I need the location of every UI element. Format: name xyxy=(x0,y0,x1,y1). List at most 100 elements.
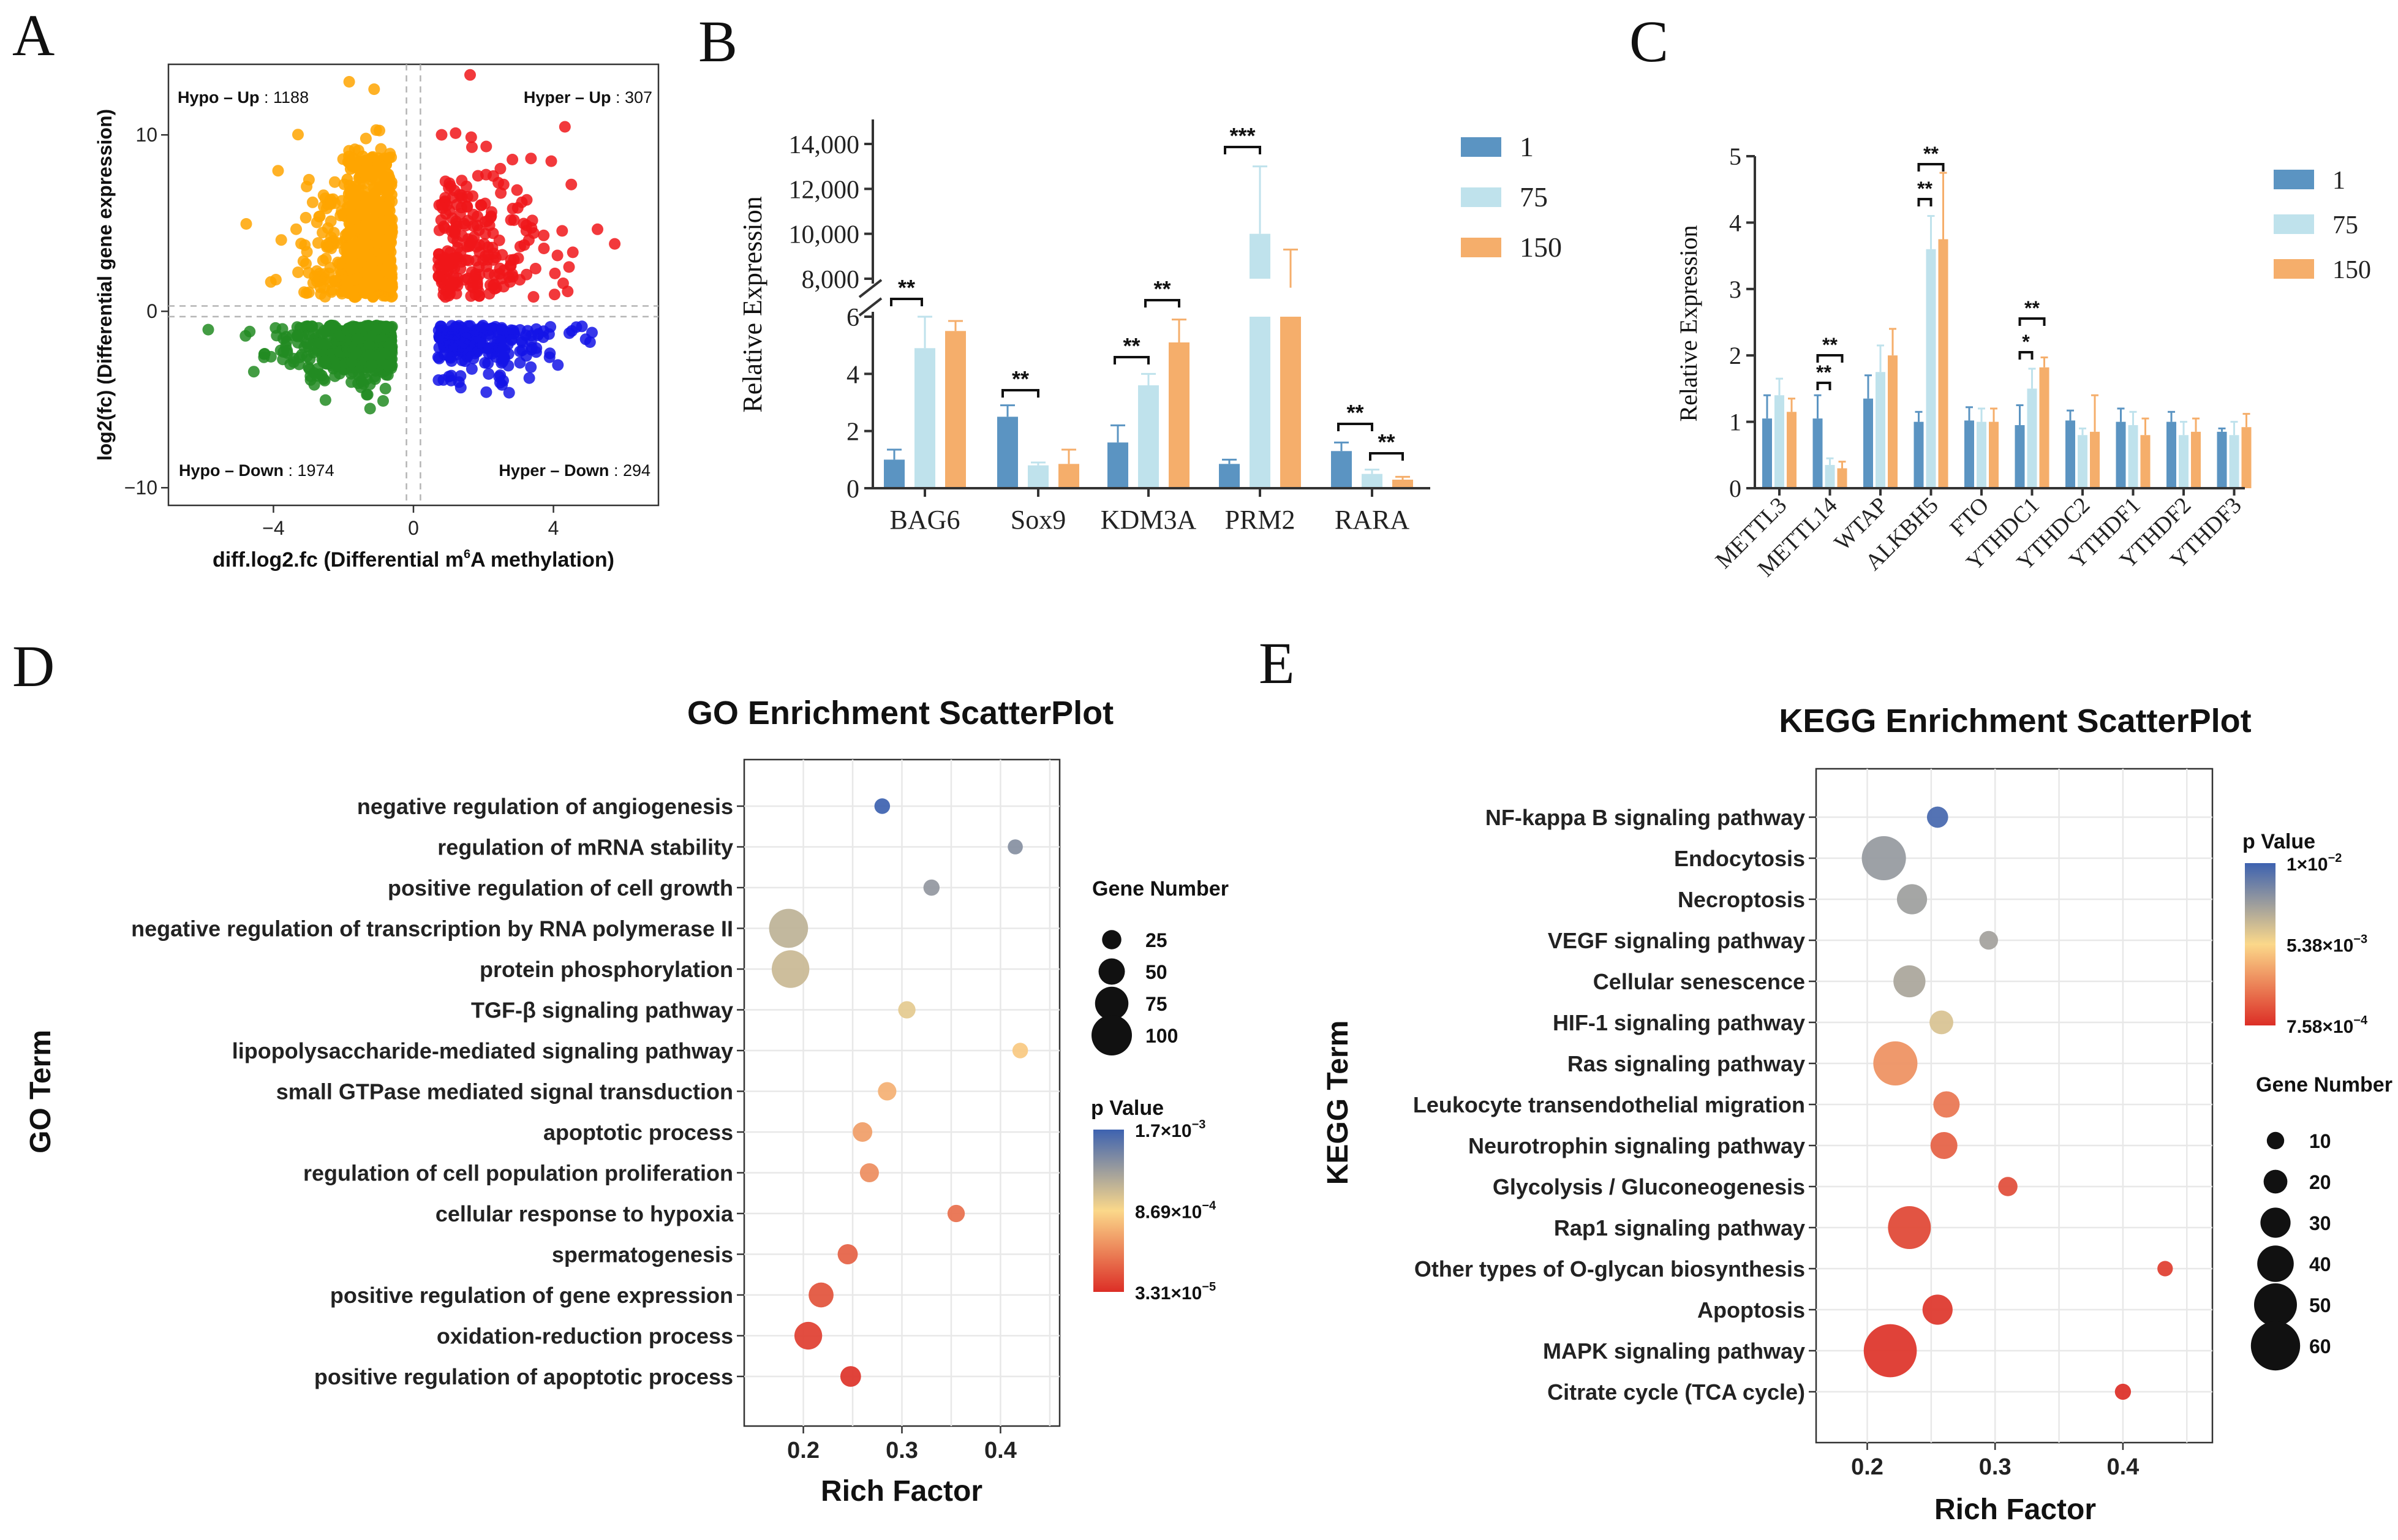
point-core xyxy=(354,222,366,235)
point-hyper-up xyxy=(472,170,484,182)
bar-YTHDF1-150 xyxy=(2140,435,2151,488)
x-tick-label: 0.4 xyxy=(2106,1454,2139,1480)
point-core xyxy=(381,359,393,371)
x-tick-label: 0.2 xyxy=(1851,1454,1883,1480)
y-tick-label: 0 xyxy=(846,475,859,504)
bar-METTL3-75 xyxy=(1774,395,1784,488)
bar-BAG6-75 xyxy=(914,348,935,488)
point-hyper-up xyxy=(508,254,520,266)
point-oxidation-reduction-process xyxy=(794,1321,823,1350)
volcano-quadrant-plot: −4 0 4 −10 0 10 Hypo – Up : 1188 Hyper – Up :… xyxy=(94,63,660,572)
point-hyper-up xyxy=(493,268,505,280)
point-core xyxy=(350,273,362,285)
legend-label-75: 75 xyxy=(2332,211,2358,240)
point-hyper-down xyxy=(520,329,532,341)
significance-stars: ** xyxy=(898,275,915,300)
y-tick-label: 0 xyxy=(146,300,157,322)
point-core xyxy=(349,213,360,225)
panel-label-d: D xyxy=(12,633,55,699)
exponent: −3 xyxy=(1192,1118,1206,1131)
point-hypo-up xyxy=(292,129,304,141)
bar-KDM3A-75 xyxy=(1138,385,1159,488)
significance-stars: ** xyxy=(1012,366,1029,391)
point-core xyxy=(379,348,391,360)
point-hypo-up xyxy=(370,124,382,136)
point-core xyxy=(352,333,364,345)
bar-WTAP-1 xyxy=(1863,398,1873,488)
point-spermatogenesis xyxy=(837,1244,858,1264)
axis-ticks: −4 0 4 −10 0 10 xyxy=(124,124,559,539)
point-hyper-up xyxy=(443,182,455,194)
point-negative-regulation-of-transcription-by-rna-polymerase-ii xyxy=(769,908,809,948)
quadrant-label-hypo-down: Hypo – Down : 1974 xyxy=(179,461,334,480)
bar-FTO-1 xyxy=(1964,420,1974,488)
point-hypo-up xyxy=(324,194,336,206)
point-hyper-up xyxy=(551,249,564,262)
bar-upper-PRM2-75 xyxy=(1250,233,1270,279)
point-hyper-up xyxy=(433,224,445,236)
point-rap1-signaling-pathway xyxy=(1888,1206,1931,1249)
point-hyper-up xyxy=(511,184,523,196)
size-legend-label: 40 xyxy=(2309,1253,2331,1275)
point-hyper-up xyxy=(556,225,568,237)
size-legend-circle xyxy=(1098,958,1125,985)
point-glycolysis-gluconeogenesis xyxy=(1998,1177,2018,1196)
point-core xyxy=(367,255,379,268)
exponent: −4 xyxy=(1202,1199,1216,1213)
point-hyper-up xyxy=(485,211,497,224)
point-core xyxy=(358,285,371,298)
point-hyper-down xyxy=(454,382,467,394)
point-hyper-down xyxy=(537,331,549,343)
bar-WTAP-150 xyxy=(1888,355,1898,488)
color-legend-title: p Value xyxy=(1091,1096,1164,1120)
point-core xyxy=(346,160,358,172)
size-legend-label: 50 xyxy=(1145,961,1167,983)
bar-YTHDF2-150 xyxy=(2191,431,2201,488)
point-core xyxy=(383,172,396,184)
significance-bracket xyxy=(1917,163,1945,172)
legend: 1 75 150 xyxy=(2274,167,2371,284)
point-hypo-up xyxy=(329,176,341,188)
term-label: protein phosphorylation xyxy=(480,957,733,982)
point-hyper-up xyxy=(439,254,451,266)
y-tick-label: 5 xyxy=(1729,143,1741,170)
point-hypo-down xyxy=(277,333,289,345)
significance-brackets: *********** xyxy=(1816,143,2046,390)
bar-YTHDC1-1 xyxy=(2015,425,2025,488)
size-legend-circle xyxy=(1095,986,1129,1021)
point-hypo-down xyxy=(239,330,252,342)
term-labels: NF-kappa B signaling pathway Endocytosis N… xyxy=(1413,805,1816,1405)
axis-break-mark xyxy=(858,297,883,317)
point-hyper-up xyxy=(439,291,451,303)
term-label: oxidation-reduction process xyxy=(437,1324,733,1349)
color-legend-bar xyxy=(1093,1130,1124,1292)
term-label: Citrate cycle (TCA cycle) xyxy=(1547,1380,1805,1405)
bars xyxy=(884,165,1413,488)
point-hyper-up xyxy=(538,243,550,254)
color-legend-label: 5.38×10−3 xyxy=(2287,933,2367,956)
point-hyper-down xyxy=(552,359,564,371)
kegg-enrichment-scatter: KEGG Enrichment ScatterPlot NF-kappa B s… xyxy=(1322,703,2392,1526)
legend-swatch-75 xyxy=(1461,187,1501,207)
point-core xyxy=(377,234,390,246)
exponent: −5 xyxy=(1202,1280,1216,1294)
point-core xyxy=(378,222,390,234)
point-hyper-up xyxy=(447,192,459,204)
point-core xyxy=(343,194,355,206)
term-label: spermatogenesis xyxy=(552,1242,733,1267)
term-label: VEGF signaling pathway xyxy=(1548,928,1805,953)
term-label: positive regulation of cell growth xyxy=(388,875,733,900)
x-tick-label-PRM2: PRM2 xyxy=(1225,505,1295,535)
point-hyper-up xyxy=(545,155,557,167)
point-hyper-up xyxy=(549,267,561,279)
significance-bracket xyxy=(1369,452,1404,461)
point-hypo-down xyxy=(319,325,331,337)
point-hyper-up xyxy=(445,225,458,237)
color-legend-label: 3.31×10−5 xyxy=(1135,1280,1216,1304)
point-negative-regulation-of-angiogenesis xyxy=(874,798,891,814)
color-legend-label: 1×10−2 xyxy=(2287,851,2342,875)
bar-YTHDF3-1 xyxy=(2217,431,2227,488)
bar-KDM3A-150 xyxy=(1169,342,1190,488)
y-axis-label: Relative Expression xyxy=(1675,225,1702,421)
legend-label-75: 75 xyxy=(1520,181,1548,213)
